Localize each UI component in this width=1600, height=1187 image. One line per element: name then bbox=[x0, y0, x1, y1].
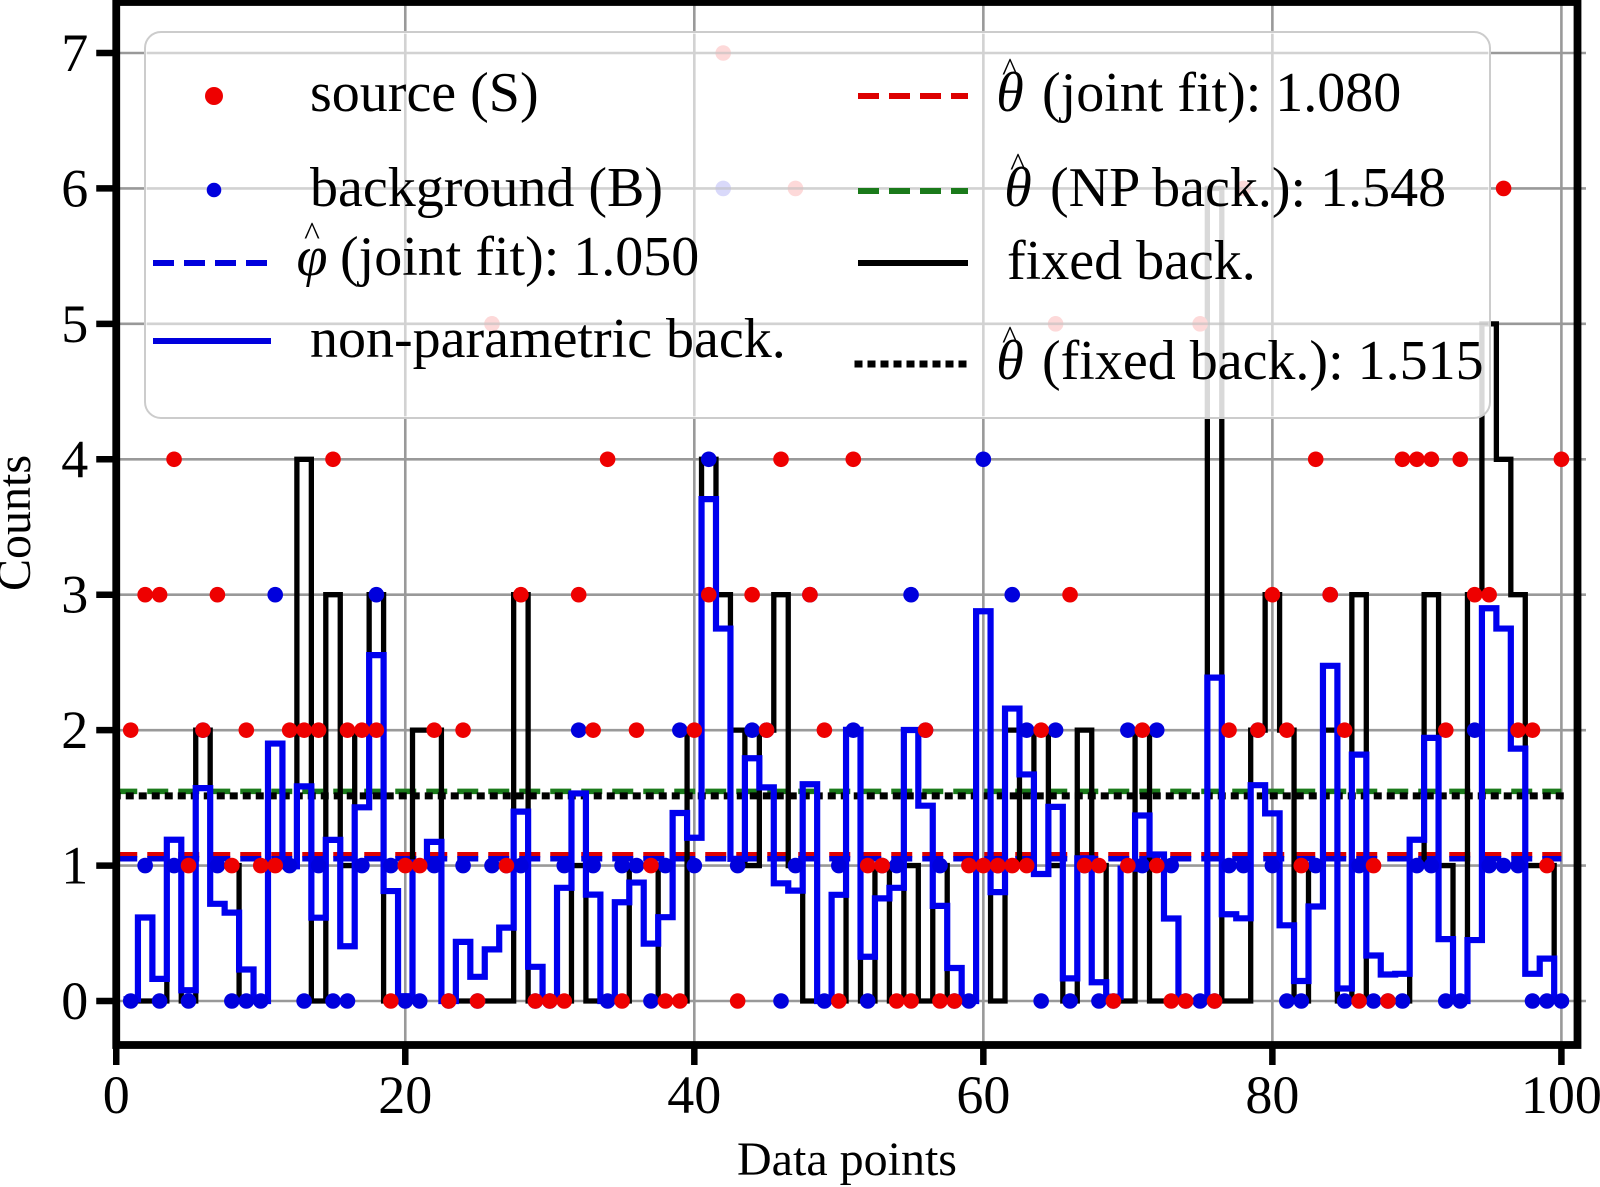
svg-text:40: 40 bbox=[667, 1065, 721, 1125]
svg-text:source (S): source (S) bbox=[310, 62, 539, 124]
svg-text:(NP back.): 1.548: (NP back.): 1.548 bbox=[1050, 157, 1446, 219]
svg-text:80: 80 bbox=[1245, 1065, 1299, 1125]
svg-text:3: 3 bbox=[61, 565, 88, 625]
svg-text:0: 0 bbox=[61, 971, 88, 1031]
svg-text:^: ^ bbox=[1010, 147, 1026, 184]
svg-text:fixed back.: fixed back. bbox=[1007, 230, 1256, 292]
svg-text:^: ^ bbox=[1002, 52, 1018, 89]
svg-text:non-parametric back.: non-parametric back. bbox=[310, 308, 786, 370]
svg-text:2: 2 bbox=[61, 700, 88, 760]
svg-text:(joint fit): 1.050: (joint fit): 1.050 bbox=[340, 226, 699, 288]
svg-text:6: 6 bbox=[61, 158, 88, 218]
svg-text:7: 7 bbox=[61, 23, 88, 83]
svg-text:4: 4 bbox=[61, 429, 88, 489]
svg-text:Counts: Counts bbox=[0, 455, 41, 591]
svg-text:^: ^ bbox=[304, 216, 320, 253]
svg-text:20: 20 bbox=[378, 1065, 432, 1125]
svg-text:5: 5 bbox=[61, 294, 88, 354]
svg-text:^: ^ bbox=[1002, 320, 1018, 357]
svg-text:0: 0 bbox=[103, 1065, 130, 1125]
svg-text:(fixed back.): 1.515: (fixed back.): 1.515 bbox=[1042, 330, 1484, 392]
svg-text:100: 100 bbox=[1521, 1065, 1600, 1125]
svg-text:60: 60 bbox=[956, 1065, 1010, 1125]
svg-text:background (B): background (B) bbox=[310, 157, 663, 219]
svg-text:(joint fit): 1.080: (joint fit): 1.080 bbox=[1042, 62, 1401, 124]
svg-text:Data points: Data points bbox=[737, 1133, 957, 1186]
svg-text:1: 1 bbox=[61, 836, 88, 896]
